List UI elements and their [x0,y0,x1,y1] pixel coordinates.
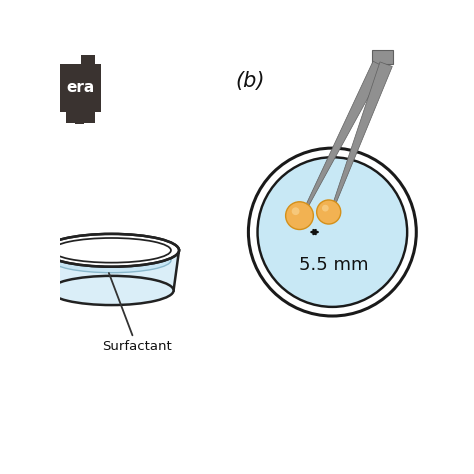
Text: era: era [66,81,94,95]
Ellipse shape [49,276,173,305]
FancyBboxPatch shape [75,121,84,124]
Ellipse shape [49,276,173,305]
Circle shape [246,145,419,319]
Polygon shape [330,62,392,212]
Circle shape [248,148,416,316]
FancyBboxPatch shape [66,112,95,123]
FancyBboxPatch shape [61,64,100,112]
Text: 5.5 mm: 5.5 mm [300,256,369,274]
Circle shape [322,205,328,211]
FancyBboxPatch shape [81,55,95,64]
Circle shape [286,202,313,229]
Text: Surfactant: Surfactant [102,340,172,353]
Polygon shape [301,61,385,216]
Ellipse shape [52,248,171,273]
Polygon shape [373,50,392,64]
Text: (b): (b) [236,72,265,91]
Ellipse shape [44,234,179,267]
Circle shape [317,200,341,224]
Polygon shape [44,250,179,291]
Circle shape [257,157,407,307]
Circle shape [292,207,300,215]
